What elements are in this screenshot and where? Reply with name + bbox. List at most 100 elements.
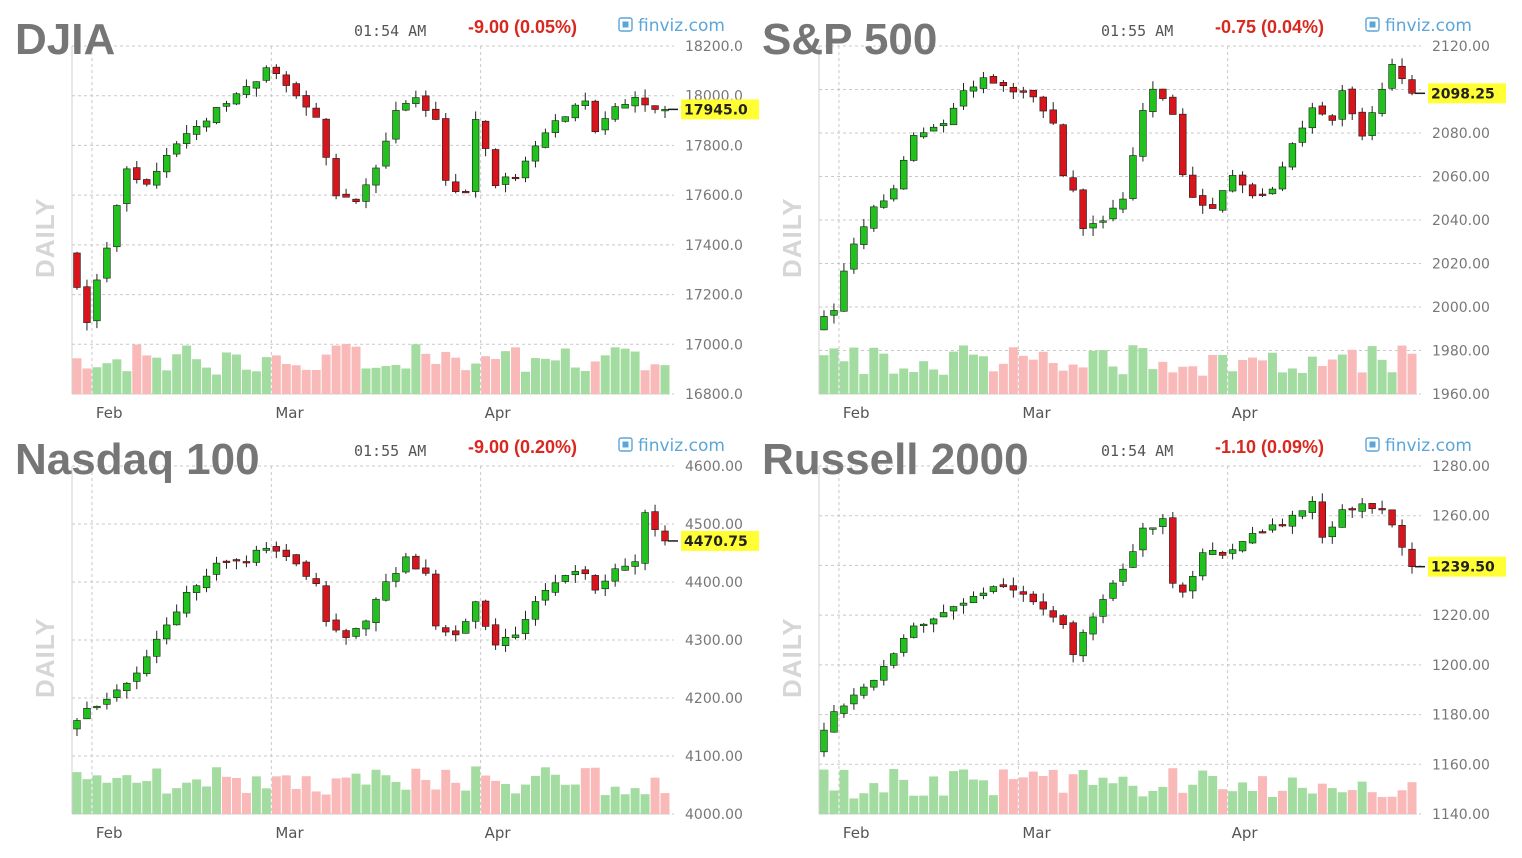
- candle-body: [402, 556, 410, 573]
- candle-body: [850, 694, 858, 705]
- candle-body: [1278, 524, 1287, 527]
- volume-bar: [1337, 792, 1347, 814]
- x-tick-label: Apr: [1232, 824, 1259, 842]
- timestamp: 01:55 AM: [1101, 22, 1173, 40]
- volume-bar: [401, 789, 411, 814]
- volume-bar: [919, 795, 929, 814]
- volume-bar: [341, 343, 351, 394]
- candle-body: [202, 575, 211, 589]
- volume-bar: [919, 361, 929, 394]
- volume-bar: [162, 793, 172, 814]
- candle-body: [372, 167, 380, 186]
- volume-bar: [1128, 785, 1138, 814]
- candle-body: [1169, 96, 1177, 115]
- price-change: -0.75 (0.04%): [1215, 17, 1324, 37]
- volume-bar: [102, 782, 112, 814]
- volume-bar: [1327, 788, 1337, 814]
- volume-bar: [491, 780, 501, 814]
- volume-bar: [1327, 359, 1337, 394]
- candle-body: [1318, 501, 1327, 538]
- volume-bar: [381, 775, 391, 814]
- candle-body: [192, 585, 201, 593]
- chart-title: Russell 2000: [762, 435, 1029, 484]
- candle-body: [262, 67, 271, 81]
- candle-body: [412, 97, 420, 104]
- y-tick-label: 2040.00: [1432, 213, 1490, 229]
- candle-body: [531, 601, 540, 620]
- x-tick-label: Mar: [1022, 824, 1051, 842]
- candle-body: [641, 97, 649, 106]
- candle-body: [1159, 88, 1167, 99]
- source-link[interactable]: finviz.com: [1385, 436, 1472, 456]
- volume-bar: [610, 347, 620, 394]
- volume-bar: [501, 784, 511, 814]
- candle-body: [362, 620, 370, 630]
- volume-bar: [889, 373, 899, 394]
- volume-bar: [311, 369, 321, 394]
- volume-bar: [172, 788, 182, 814]
- volume-bar: [441, 769, 451, 814]
- candle-body: [282, 74, 290, 86]
- candle-body: [172, 611, 181, 626]
- y-tick-label: 17600.0: [685, 188, 743, 204]
- volume-bar: [550, 360, 560, 394]
- volume-bar: [590, 361, 600, 394]
- candle-body: [651, 105, 659, 110]
- volume-bar: [1068, 774, 1078, 814]
- source-link[interactable]: finviz.com: [1385, 16, 1472, 36]
- volume-bar: [251, 776, 261, 814]
- volume-bar: [899, 779, 909, 814]
- candle-body: [93, 279, 101, 322]
- candle-body: [1199, 195, 1207, 206]
- candle-body: [382, 581, 390, 601]
- candle-body: [1069, 622, 1077, 655]
- last-price-label: 1239.50: [1431, 560, 1495, 576]
- volume-bar: [570, 367, 580, 394]
- volume-bar: [231, 777, 241, 814]
- volume-bar: [1287, 368, 1297, 394]
- volume-bar: [391, 781, 401, 814]
- candles: [73, 504, 669, 736]
- candle-body: [1368, 503, 1376, 510]
- source-link[interactable]: finviz.com: [638, 436, 725, 456]
- volume-bar: [261, 357, 271, 394]
- volume-bar: [949, 351, 959, 394]
- volume-bar: [1178, 366, 1188, 394]
- volume-bar: [1357, 372, 1367, 394]
- candle-body: [212, 107, 221, 123]
- candle-body: [182, 133, 191, 144]
- volume-bar: [1008, 347, 1018, 394]
- chart-panel-nasdaq100: 4600.00 4500.00 4400.00 4300.00 4200.00 4100.…: [12, 428, 760, 852]
- volume-bar: [281, 775, 291, 814]
- candle-body: [342, 193, 350, 198]
- candle-body: [432, 573, 440, 627]
- candle-body: [342, 630, 350, 638]
- x-tick-label: Mar: [1022, 404, 1051, 422]
- candle-body: [1119, 198, 1127, 210]
- volume-bar: [82, 368, 92, 394]
- volume-bar: [580, 370, 590, 394]
- x-tick-label: Mar: [275, 824, 304, 842]
- period-label: DAILY: [777, 197, 807, 278]
- candle-body: [1328, 526, 1336, 538]
- volume-bar: [461, 790, 471, 814]
- candle-body: [890, 188, 898, 200]
- volume-bar: [1397, 790, 1407, 814]
- volume-bar: [1138, 348, 1148, 394]
- volume-bar: [1307, 793, 1317, 814]
- candle-body: [979, 592, 988, 597]
- last-price-badge: [681, 530, 759, 551]
- volume-bar: [929, 776, 939, 814]
- candle-body: [322, 585, 330, 622]
- timestamp: 01:54 AM: [1101, 442, 1173, 460]
- volume-bar: [1208, 775, 1218, 814]
- candle-body: [611, 106, 619, 120]
- volume-bar: [1038, 351, 1048, 394]
- volume-bar: [92, 367, 102, 394]
- source-link[interactable]: finviz.com: [638, 16, 725, 36]
- volume-bar: [132, 782, 142, 814]
- volume-bar: [530, 358, 540, 394]
- candle-body: [182, 592, 191, 614]
- volume-bar: [899, 368, 909, 394]
- volume-bar: [241, 792, 251, 814]
